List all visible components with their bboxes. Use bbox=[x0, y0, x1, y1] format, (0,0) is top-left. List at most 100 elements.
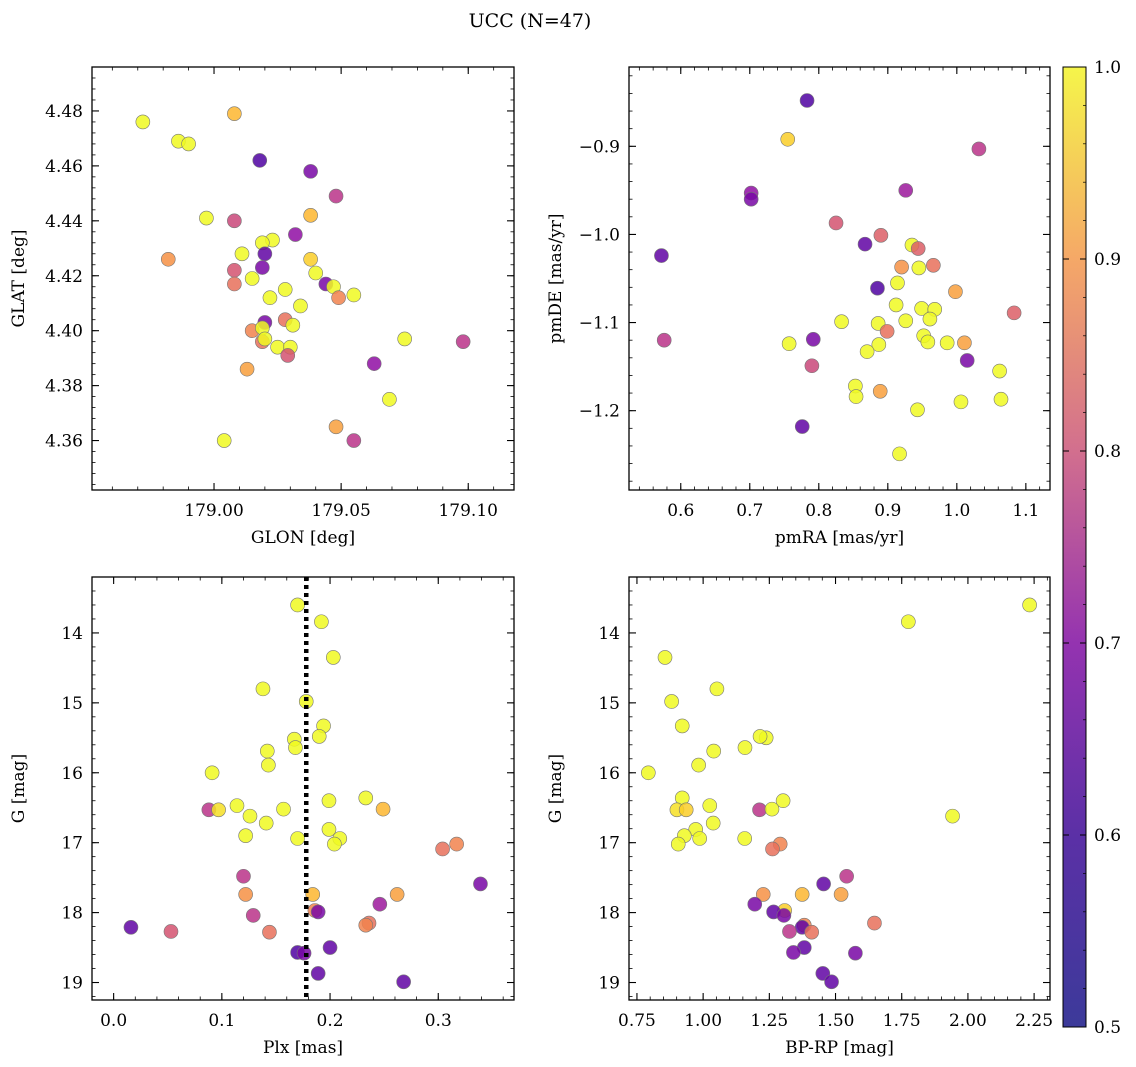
scatter-point bbox=[804, 924, 819, 940]
scatter-point bbox=[926, 257, 941, 273]
x-tick-label: 0.2 bbox=[317, 1011, 344, 1031]
scatter-point bbox=[280, 348, 296, 363]
scatter-point bbox=[872, 383, 888, 399]
scatter-point bbox=[327, 836, 342, 852]
scatter-point bbox=[259, 743, 275, 759]
x-tick-label: 2.25 bbox=[1015, 1011, 1053, 1031]
x-tick-label: 0.6 bbox=[667, 501, 694, 521]
scatter-point bbox=[747, 896, 763, 912]
scatter-point bbox=[227, 213, 242, 229]
scatter-point bbox=[664, 694, 679, 709]
scatter-point bbox=[290, 597, 305, 613]
scatter-point bbox=[691, 757, 706, 773]
y-tick-label: 18 bbox=[598, 904, 620, 924]
plot-frame bbox=[628, 576, 1051, 1001]
scatter-point bbox=[870, 280, 885, 296]
y-tick-label: 4.40 bbox=[45, 322, 83, 342]
scatter-point bbox=[678, 802, 694, 818]
panel-glon-glat: 179.00 179.05 179.10 4.36 4.38 4.40 4.42 4.44 4.… bbox=[9, 66, 515, 548]
scatter-point bbox=[234, 246, 250, 262]
scatter-point bbox=[799, 93, 815, 108]
scatter-point bbox=[288, 227, 303, 242]
scatter-point bbox=[252, 153, 268, 168]
panel-bprp-g: 0.75 1.00 1.25 1.50 1.75 2.00 2.25 14 15 16 17 18 19… bbox=[546, 576, 1053, 1058]
scatter-point bbox=[764, 801, 780, 817]
scatter-point bbox=[867, 915, 882, 931]
scatter-point bbox=[396, 974, 411, 990]
scatter-point bbox=[163, 924, 179, 939]
scatter-point bbox=[871, 337, 887, 352]
scatter-point bbox=[737, 831, 753, 846]
scatter-point bbox=[346, 433, 362, 448]
scatter-point bbox=[328, 188, 344, 204]
colorbar: 0.5 0.6 0.7 0.8 0.9 1.0 bbox=[1062, 58, 1121, 1038]
scatter-point bbox=[261, 757, 276, 773]
y-tick-label: −1.0 bbox=[579, 225, 620, 245]
y-tick-label: 15 bbox=[598, 694, 620, 714]
y-tick-label: 4.48 bbox=[45, 102, 83, 122]
scatter-point bbox=[948, 284, 963, 300]
scatter-point bbox=[262, 290, 278, 306]
y-tick-label: −1.2 bbox=[579, 402, 620, 422]
x-tick-label: 179.10 bbox=[438, 501, 497, 521]
x-tick-label: 1.50 bbox=[817, 1011, 855, 1031]
y-tick-label: 4.36 bbox=[45, 432, 83, 452]
scatter-point bbox=[227, 276, 242, 292]
y-axis-label: G [mag] bbox=[9, 754, 29, 823]
scatter-point bbox=[755, 887, 771, 902]
colorbar-tick-label: 0.6 bbox=[1094, 826, 1121, 846]
scatter-point bbox=[953, 394, 969, 410]
y-tick-label: 16 bbox=[61, 764, 83, 784]
x-tick-label: 1.00 bbox=[684, 1011, 722, 1031]
panel-pmra-pmde: 0.6 0.7 0.8 0.9 1.0 1.1 −1.2 −1.1 −1.0 −0.9 pmRA [… bbox=[546, 66, 1051, 548]
x-tick-label: 1.1 bbox=[1012, 501, 1039, 521]
scatter-point bbox=[435, 841, 450, 857]
scatter-point bbox=[706, 743, 722, 759]
scatter-point bbox=[211, 802, 226, 818]
y-tick-label: 14 bbox=[598, 624, 620, 644]
scatter-point bbox=[692, 831, 707, 846]
scatter-point bbox=[239, 361, 255, 377]
x-tick-label: 0.8 bbox=[805, 501, 832, 521]
y-tick-label: 4.46 bbox=[45, 157, 83, 177]
scatter-point bbox=[828, 215, 844, 231]
scatter-point bbox=[894, 259, 909, 275]
scatter-point bbox=[794, 419, 810, 434]
y-tick-label: 4.42 bbox=[45, 267, 83, 287]
scatter-point bbox=[901, 614, 916, 630]
scatter-point bbox=[775, 793, 791, 809]
scatter-point bbox=[971, 141, 987, 157]
panel-plx-g: 0.0 0.1 0.2 0.3 14 15 16 17 18 19 Plx [mas] G [mag] bbox=[9, 576, 515, 1058]
scatter-point bbox=[288, 740, 303, 755]
plot-frame bbox=[91, 576, 515, 1001]
scatter-point bbox=[780, 131, 796, 147]
plot-frame bbox=[91, 66, 515, 491]
x-tick-label: 179.00 bbox=[184, 501, 243, 521]
scatter-point bbox=[382, 392, 397, 407]
scatter-point bbox=[242, 808, 258, 824]
x-axis-label: Plx [mas] bbox=[263, 1038, 343, 1058]
scatter-point bbox=[322, 940, 338, 955]
scatter-point bbox=[227, 262, 242, 278]
scatter-point bbox=[781, 336, 797, 352]
colorbar-tick-label: 0.8 bbox=[1094, 442, 1121, 462]
scatter-point bbox=[321, 822, 337, 837]
x-axis-label: BP-RP [mag] bbox=[785, 1038, 894, 1058]
scatter-point bbox=[236, 868, 251, 884]
y-tick-label: 4.44 bbox=[45, 212, 83, 232]
scatter-point bbox=[794, 887, 810, 902]
y-tick-label: 17 bbox=[598, 834, 620, 854]
scatter-point bbox=[285, 317, 301, 333]
scatter-point bbox=[1006, 305, 1022, 321]
scatter-point bbox=[257, 246, 273, 262]
scatter-point bbox=[786, 945, 801, 960]
scatter-point bbox=[752, 802, 767, 818]
scatter-point bbox=[199, 210, 214, 226]
scatter-point bbox=[898, 183, 914, 198]
scatter-point bbox=[358, 917, 374, 933]
scatter-point bbox=[372, 896, 388, 912]
colorbar-gradient bbox=[1062, 66, 1087, 1028]
scatter-point bbox=[702, 798, 718, 813]
scatter-point bbox=[276, 801, 291, 817]
colorbar-tick-label: 1.0 bbox=[1094, 58, 1121, 78]
